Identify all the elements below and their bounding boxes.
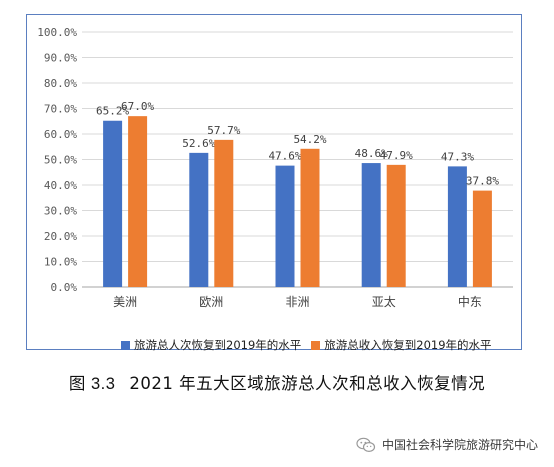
- data-label: 48.6%: [355, 147, 388, 160]
- legend-label-visitors: 旅游总人次恢复到2019年的水平: [134, 338, 302, 352]
- y-tick-label: 90.0%: [44, 52, 77, 65]
- figure-caption: 图 3.3 2021 年五大区域旅游总人次和总收入恢复情况: [0, 370, 554, 394]
- x-category-label: 中东: [458, 294, 482, 309]
- data-label: 52.6%: [182, 137, 215, 150]
- figure-number: 图 3.3: [68, 375, 116, 393]
- y-tick-label: 60.0%: [44, 128, 77, 141]
- y-tick-label: 50.0%: [44, 154, 77, 167]
- watermark: 中国社会科学院旅游研究中心: [356, 436, 538, 453]
- y-tick-label: 100.0%: [37, 26, 77, 39]
- bar-revenue: [128, 116, 148, 288]
- data-label: 57.7%: [207, 124, 240, 137]
- bar-revenue: [386, 164, 406, 287]
- bar-revenue: [472, 190, 492, 287]
- legend: 旅游总人次恢复到2019年的水平 旅游总收入恢复到2019年的水平: [121, 337, 492, 353]
- y-tick-label: 0.0%: [51, 281, 78, 294]
- bar-visitors: [361, 163, 381, 287]
- bar-chart: 0.0% 10.0% 20.0% 30.0% 40.0% 50.0% 60.0% 70.0% 8…: [37, 26, 513, 309]
- legend-item-revenue: 旅游总收入恢复到2019年的水平: [311, 337, 492, 353]
- x-category-label: 欧洲: [199, 295, 223, 309]
- bar-visitors: [447, 166, 467, 287]
- bar-revenue: [300, 148, 320, 287]
- data-label: 37.8%: [466, 175, 499, 188]
- bar-visitors: [189, 152, 209, 287]
- y-tick-label: 10.0%: [44, 256, 77, 269]
- data-label: 47.6%: [268, 150, 301, 163]
- x-category-label: 美洲: [113, 295, 137, 309]
- watermark-text: 中国社会科学院旅游研究中心: [381, 438, 538, 452]
- wechat-icon: [356, 437, 376, 452]
- data-label: 67.0%: [121, 100, 154, 113]
- y-tick-label: 30.0%: [44, 205, 77, 218]
- bar-revenue: [214, 139, 234, 287]
- legend-label-revenue: 旅游总收入恢复到2019年的水平: [324, 338, 492, 352]
- y-tick-label: 40.0%: [44, 179, 77, 192]
- y-tick-label: 20.0%: [44, 230, 77, 243]
- bar-visitors: [103, 120, 123, 288]
- data-label: 47.9%: [380, 149, 413, 162]
- x-category-label: 亚太: [372, 294, 396, 309]
- y-tick-label: 80.0%: [44, 77, 77, 90]
- data-label: 54.2%: [293, 133, 326, 146]
- data-label: 65.2%: [96, 105, 129, 118]
- data-label: 47.3%: [441, 150, 474, 163]
- legend-swatch-revenue: [311, 340, 321, 350]
- x-category-label: 非洲: [285, 295, 309, 309]
- chart-frame: 0.0% 10.0% 20.0% 30.0% 40.0% 50.0% 60.0% 70.0% 8…: [26, 14, 522, 353]
- bar-visitors: [275, 165, 295, 287]
- y-tick-label: 70.0%: [44, 103, 77, 116]
- legend-item-visitors: 旅游总人次恢复到2019年的水平: [121, 337, 301, 353]
- legend-swatch-visitors: [121, 340, 130, 350]
- caption-text: 2021 年五大区域旅游总人次和总收入恢复情况: [129, 374, 486, 393]
